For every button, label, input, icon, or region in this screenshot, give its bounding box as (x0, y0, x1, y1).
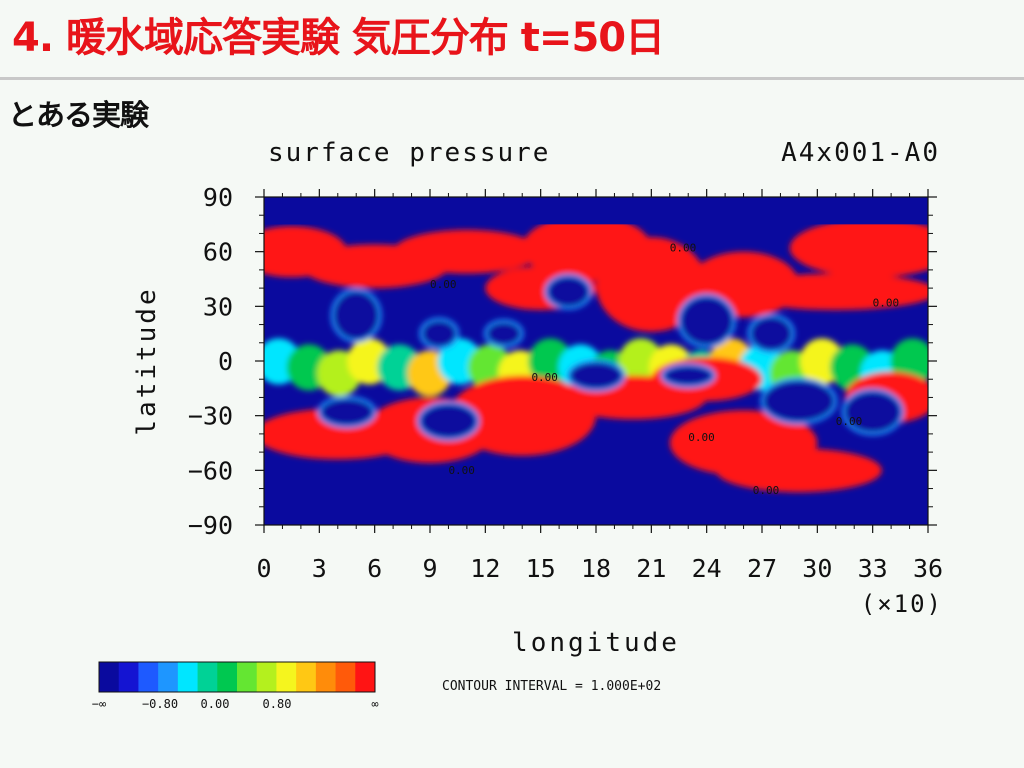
y-tick-label: −30 (188, 402, 233, 431)
y-tick-label: 90 (203, 183, 233, 212)
y-tick-label: −90 (188, 511, 233, 540)
slide-title: 4. 暖水域応答実験 気圧分布 t=50日 (12, 15, 665, 61)
field-polar-south (264, 497, 928, 525)
y-tick-label: 60 (203, 238, 233, 267)
field-high-region (596, 237, 707, 332)
field-low-region (330, 288, 382, 343)
x-tick-label: 18 (581, 554, 611, 583)
x-tick-label: 0 (256, 554, 271, 583)
y-tick-label: −60 (188, 456, 233, 485)
colorbar-swatch (217, 662, 238, 692)
chart-title: surface pressure (268, 138, 550, 168)
colorbar-swatch (335, 662, 356, 692)
y-axis-label: latitude (132, 286, 162, 435)
field-low-region (417, 401, 480, 441)
colorbar-swatch (276, 662, 297, 692)
zero-contour-label: 0.00 (836, 415, 863, 428)
colorbar-swatch (355, 662, 376, 692)
colorbar-swatch (197, 662, 218, 692)
colorbar-label: 0.80 (263, 697, 292, 711)
field-high-region (734, 273, 928, 310)
x-axis-multiplier: (×10) (861, 590, 943, 618)
field-high-region (715, 448, 882, 493)
colorbar-label: −∞ (92, 697, 106, 711)
y-tick-label: 0 (218, 347, 233, 376)
field-low-region (483, 319, 524, 348)
x-tick-label: 36 (913, 554, 943, 583)
zero-contour-label: 0.00 (688, 431, 715, 444)
colorbar-label: −0.80 (142, 697, 178, 711)
pressure-field (264, 197, 928, 525)
x-tick-label: 15 (526, 554, 556, 583)
x-tick-label: 3 (312, 554, 327, 583)
x-tick-label: 9 (422, 554, 437, 583)
zero-contour-label: 0.00 (448, 464, 475, 477)
colorbar-swatch (138, 662, 159, 692)
colorbar-swatch (99, 662, 120, 692)
field-low-region (747, 313, 795, 354)
field-low-region (566, 359, 626, 392)
x-tick-label: 33 (858, 554, 888, 583)
field-low-region (841, 388, 904, 436)
chart-run-id: A4x001-A0 (781, 138, 940, 168)
colorbar-frame (98, 661, 376, 693)
zero-contour-label: 0.00 (670, 242, 697, 255)
contour-interval-note: CONTOUR INTERVAL = 1.000E+02 (442, 679, 661, 694)
slide-subtitle: とある実験 (8, 98, 149, 132)
colorbar-label: ∞ (371, 697, 378, 711)
field-low-region (317, 395, 377, 429)
zero-contour-label: 0.00 (873, 296, 900, 309)
colorbar-swatch (237, 662, 258, 692)
colorbar-swatch (118, 662, 139, 692)
field-low-region (677, 293, 736, 348)
colorbar-swatch (158, 662, 179, 692)
x-tick-label: 6 (367, 554, 382, 583)
zero-contour-label: 0.00 (753, 484, 780, 497)
title-divider (0, 77, 1024, 80)
x-tick-label: 12 (470, 554, 500, 583)
x-tick-label: 30 (802, 554, 832, 583)
zero-contour-label: 0.00 (531, 371, 558, 384)
colorbar-swatch (296, 662, 317, 692)
field-low-region (544, 273, 592, 310)
colorbar-swatch (177, 662, 199, 692)
y-tick-label: 30 (203, 292, 233, 321)
field-low-region (760, 377, 838, 425)
field-high-region (393, 229, 541, 274)
x-axis-label: longitude (512, 628, 680, 658)
field-low-region (419, 317, 460, 350)
field-low-region (660, 363, 716, 389)
x-tick-label: 21 (636, 554, 666, 583)
field-high-region (448, 375, 596, 456)
x-tick-label: 27 (747, 554, 777, 583)
zero-contour-label: 0.00 (430, 278, 457, 291)
field-high-region (789, 218, 928, 278)
field-polar-north (264, 197, 928, 225)
colorbar-swatch (256, 662, 277, 692)
colorbar: −∞ −0.80 0.00 0.80 ∞ (92, 661, 379, 711)
zero-contour-labels: 0.00 0.00 0.00 0.00 0.00 0.00 0.00 0.00 (430, 242, 899, 497)
x-tick-label: 24 (692, 554, 722, 583)
colorbar-label: 0.00 (201, 697, 230, 711)
colorbar-swatch (315, 662, 337, 692)
